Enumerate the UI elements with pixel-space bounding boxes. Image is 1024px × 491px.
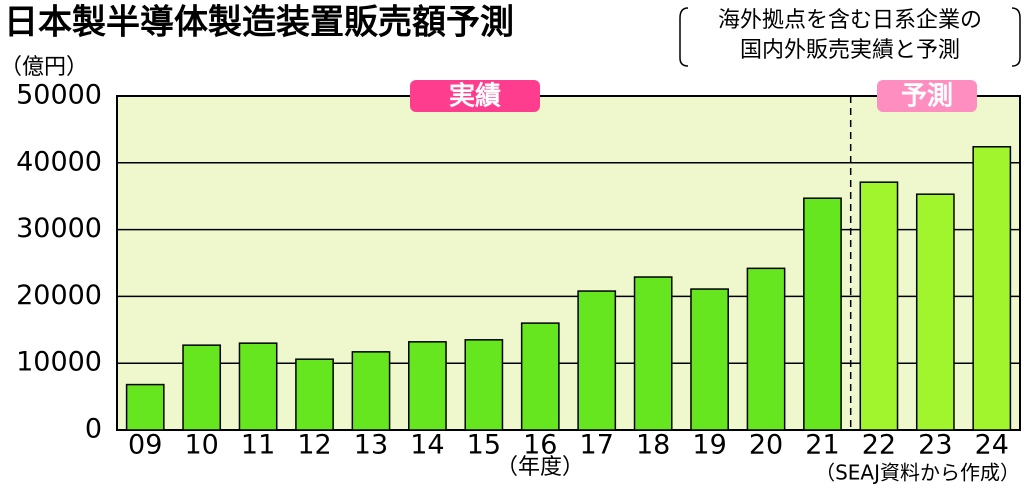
bar bbox=[577, 290, 617, 431]
x-tick-label: 12 bbox=[297, 430, 331, 461]
source: （SEAJ資料から作成） bbox=[815, 461, 1020, 485]
bar bbox=[295, 358, 334, 431]
x-tick-label: 23 bbox=[918, 430, 952, 461]
bar bbox=[915, 193, 955, 431]
bars bbox=[117, 95, 1020, 431]
y-axis-label: （億円） bbox=[0, 55, 88, 80]
x-tick-label: 19 bbox=[692, 430, 726, 461]
x-axis-label: （年度） bbox=[496, 455, 584, 480]
bar bbox=[351, 351, 391, 431]
y-tick-label: 20000 bbox=[16, 280, 102, 311]
y-tick-label: 30000 bbox=[16, 213, 102, 244]
annotation: 実績 bbox=[449, 81, 501, 112]
x-tick-label: 15 bbox=[467, 430, 501, 461]
x-tick-label: 09 bbox=[128, 430, 162, 461]
x-tick-label: 18 bbox=[636, 430, 670, 461]
bar bbox=[859, 181, 899, 431]
subtitle: 国内外販売実績と予測 bbox=[740, 38, 960, 63]
bar bbox=[464, 339, 504, 431]
bar bbox=[238, 342, 278, 431]
x-tick-label: 16 bbox=[523, 430, 557, 461]
x-tick-label: 10 bbox=[184, 430, 218, 461]
y-tick-label: 10000 bbox=[16, 347, 102, 378]
x-tick-label: 20 bbox=[749, 430, 783, 461]
x-tick-label: 22 bbox=[862, 430, 896, 461]
bar bbox=[408, 341, 447, 431]
chart-title: 日本製半導体製造装置販売額予測 bbox=[4, 3, 514, 43]
y-tick-label: 0 bbox=[85, 414, 102, 445]
annotation-box bbox=[410, 80, 540, 112]
subtitle: 海外拠点を含む日系企業の bbox=[718, 8, 982, 33]
bar bbox=[633, 276, 673, 431]
y-tick-label: 40000 bbox=[16, 146, 102, 177]
x-tick-label: 13 bbox=[354, 430, 388, 461]
bar bbox=[803, 197, 842, 431]
bar bbox=[182, 344, 222, 431]
x-tick-label: 21 bbox=[805, 430, 839, 461]
bar bbox=[746, 267, 786, 431]
bar bbox=[972, 146, 1012, 431]
x-tick-label: 24 bbox=[975, 430, 1009, 461]
bar bbox=[520, 322, 560, 431]
x-tick-label: 17 bbox=[580, 430, 614, 461]
annotation-box bbox=[877, 80, 977, 112]
x-tick-label: 11 bbox=[241, 430, 275, 461]
annotation: 予測 bbox=[901, 82, 953, 112]
bar bbox=[690, 288, 729, 431]
y-tick-label: 50000 bbox=[16, 80, 102, 111]
x-tick-label: 14 bbox=[410, 430, 444, 461]
bar bbox=[125, 383, 165, 431]
subtitle-bracket bbox=[679, 7, 1021, 67]
